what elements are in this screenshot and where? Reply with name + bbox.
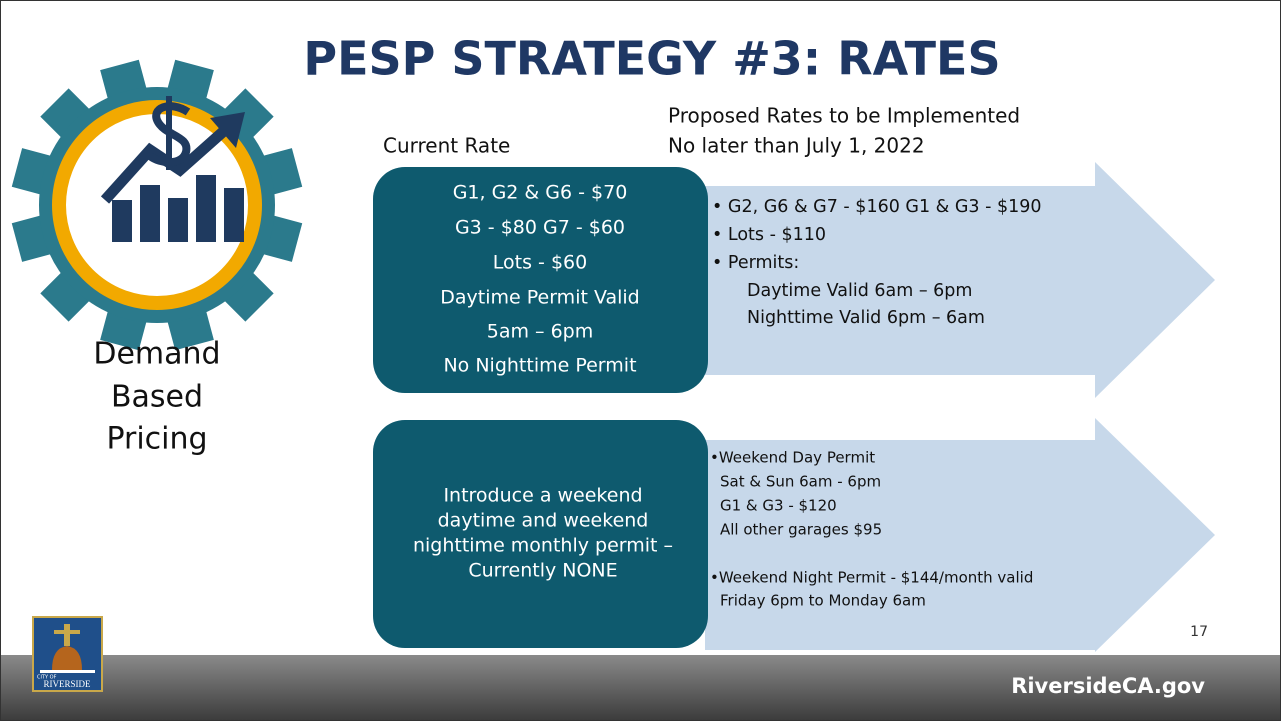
arrow-line: • Lots - $110 xyxy=(712,225,826,245)
logo-text: CITY OF xyxy=(37,675,57,681)
box-line: Introduce a weekend xyxy=(443,485,642,507)
city-logo: CITY OF RIVERSIDE xyxy=(32,616,103,692)
box-line: Daytime Permit Valid xyxy=(440,287,640,309)
arrow-line: • G2, G6 & G7 - $160 G1 & G3 - $190 xyxy=(712,197,1042,217)
box-line: Currently NONE xyxy=(468,560,617,582)
footer-site: RiversideCA.gov xyxy=(1011,674,1205,698)
arrow-line: Nighttime Valid 6pm – 6am xyxy=(747,308,985,328)
logo-text: RIVERSIDE xyxy=(44,679,92,689)
box-line: G3 - $80 G7 - $60 xyxy=(455,217,625,239)
current-box xyxy=(373,420,708,648)
sidebar-line: Demand xyxy=(93,337,220,372)
current-heading: Current Rate xyxy=(383,134,510,158)
box-line: daytime and weekend xyxy=(438,510,649,532)
box-line: Lots - $60 xyxy=(493,252,587,274)
arrow-line: All other garages $95 xyxy=(720,521,882,539)
arrow-line: Friday 6pm to Monday 6am xyxy=(720,592,926,610)
arrow xyxy=(705,162,1215,398)
arrow xyxy=(705,418,1215,652)
box-line: No Nighttime Permit xyxy=(443,355,636,377)
sidebar-line: Pricing xyxy=(106,422,207,457)
gear-icon xyxy=(11,59,303,351)
sidebar-line: Based xyxy=(111,380,203,415)
arrow-line: Daytime Valid 6am – 6pm xyxy=(747,281,972,301)
arrow-line: Sat & Sun 6am - 6pm xyxy=(720,473,881,491)
arrow-line: •Weekend Night Permit - $144/month valid xyxy=(710,569,1033,587)
current-box xyxy=(373,167,708,393)
arrow-line: G1 & G3 - $120 xyxy=(720,497,837,515)
proposed-heading: Proposed Rates to be Implemented xyxy=(668,104,1020,128)
page-number: 17 xyxy=(1190,624,1208,640)
proposed-heading: No later than July 1, 2022 xyxy=(668,134,925,158)
arrow-line: • Permits: xyxy=(712,253,799,273)
box-line: 5am – 6pm xyxy=(487,321,593,343)
box-line: G1, G2 & G6 - $70 xyxy=(453,182,628,204)
box-line: nighttime monthly permit – xyxy=(413,535,673,557)
footer-bar xyxy=(1,655,1280,720)
arrow-line: •Weekend Day Permit xyxy=(710,449,875,467)
title: PESP STRATEGY #3: RATES xyxy=(303,32,1000,86)
